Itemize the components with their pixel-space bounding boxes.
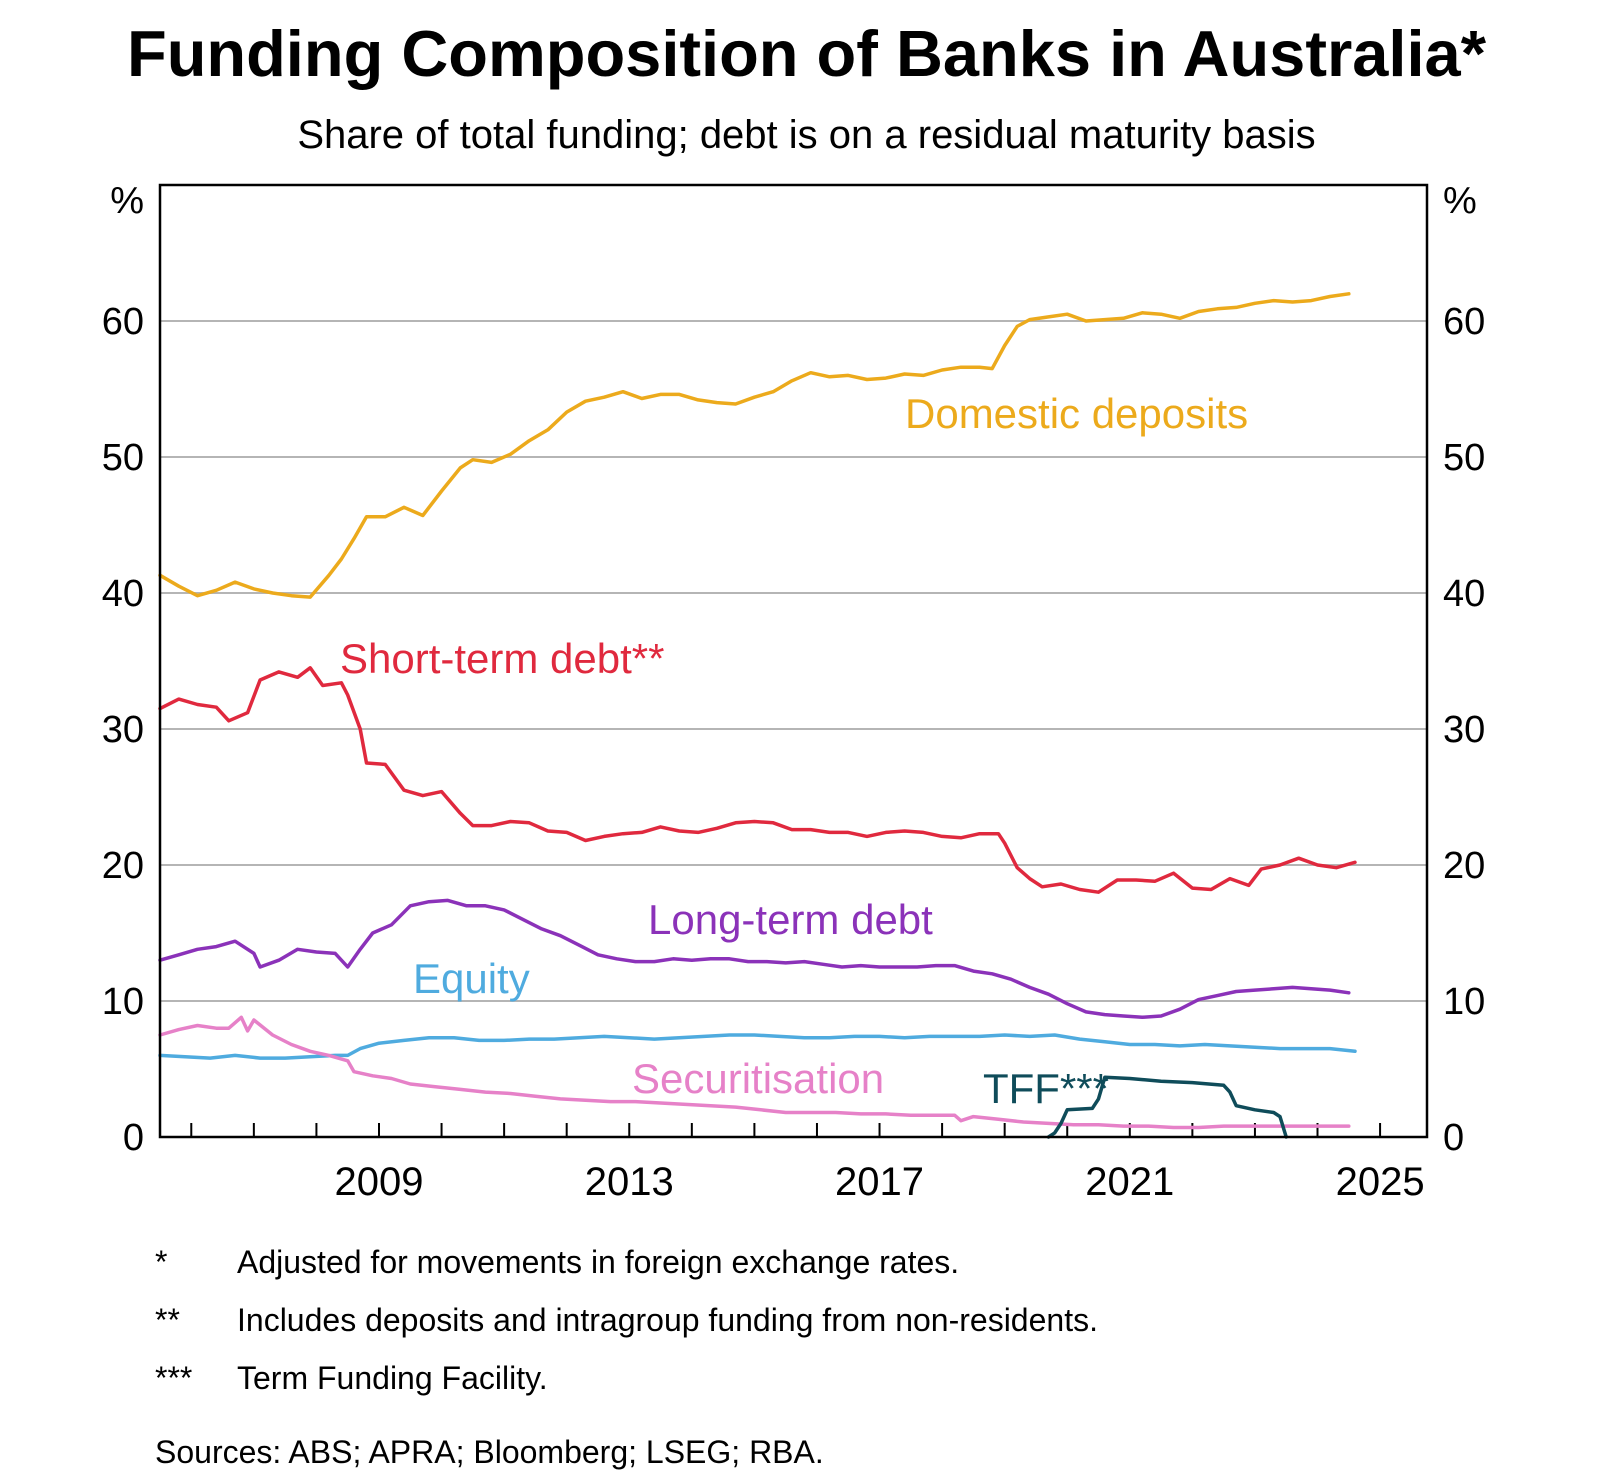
y-tick-left-60: 60 <box>102 301 144 343</box>
y-tick-left-50: 50 <box>102 437 144 479</box>
footnote-2-mark: ** <box>155 1302 180 1338</box>
series-label-tff: TFF*** <box>983 1065 1109 1112</box>
y-tick-left-40: 40 <box>102 573 144 615</box>
series-line-tff <box>1046 1075 1288 1139</box>
footnote-3-mark: *** <box>155 1360 193 1396</box>
chart-title: Funding Composition of Banks in Australi… <box>126 17 1486 90</box>
footnote-2-text: Includes deposits and intragroup funding… <box>237 1302 1098 1338</box>
series-label-securitisation: Securitisation <box>632 1055 884 1102</box>
chart-subtitle: Share of total funding; debt is on a res… <box>297 113 1316 157</box>
y-tick-right-30: 30 <box>1443 709 1485 751</box>
x-tick-label-2009: 2009 <box>334 1160 423 1204</box>
series-label-domestic-deposits: Domestic deposits <box>905 390 1248 437</box>
y-tick-left-30: 30 <box>102 709 144 751</box>
x-tick-label-2013: 2013 <box>585 1160 674 1204</box>
x-tick-label-2025: 2025 <box>1336 1160 1425 1204</box>
y-tick-left-20: 20 <box>102 845 144 887</box>
series-line-securitisation <box>158 1015 1351 1130</box>
sources-note: Sources: ABS; APRA; Bloomberg; LSEG; RBA… <box>155 1434 824 1470</box>
y-unit-left: % <box>110 180 144 222</box>
series-label-equity: Equity <box>413 955 530 1002</box>
x-tick-label-2017: 2017 <box>835 1160 924 1204</box>
footnote-3-text: Term Funding Facility. <box>237 1360 548 1396</box>
y-tick-left-10: 10 <box>102 981 144 1023</box>
y-tick-right-40: 40 <box>1443 573 1485 615</box>
y-tick-right-0: 0 <box>1443 1117 1464 1159</box>
y-tick-left-0: 0 <box>123 1117 144 1159</box>
series-line-long-term-debt <box>158 898 1351 1020</box>
series-label-short-term-debt: Short-term debt** <box>340 635 664 682</box>
series-label-long-term-debt: Long-term debt <box>648 896 933 943</box>
y-tick-right-10: 10 <box>1443 981 1485 1023</box>
series-line-domestic-deposits <box>158 292 1351 599</box>
footnote-1-mark: * <box>155 1244 168 1280</box>
y-tick-right-20: 20 <box>1443 845 1485 887</box>
y-tick-right-50: 50 <box>1443 437 1485 479</box>
y-tick-right-60: 60 <box>1443 301 1485 343</box>
series-line-equity <box>158 1033 1357 1060</box>
y-unit-right: % <box>1443 180 1477 222</box>
series-line-short-term-debt <box>158 666 1357 894</box>
plot-frame <box>158 183 1429 1139</box>
footnote-1-text: Adjusted for movements in foreign exchan… <box>237 1244 960 1280</box>
x-tick-label-2021: 2021 <box>1085 1160 1174 1204</box>
